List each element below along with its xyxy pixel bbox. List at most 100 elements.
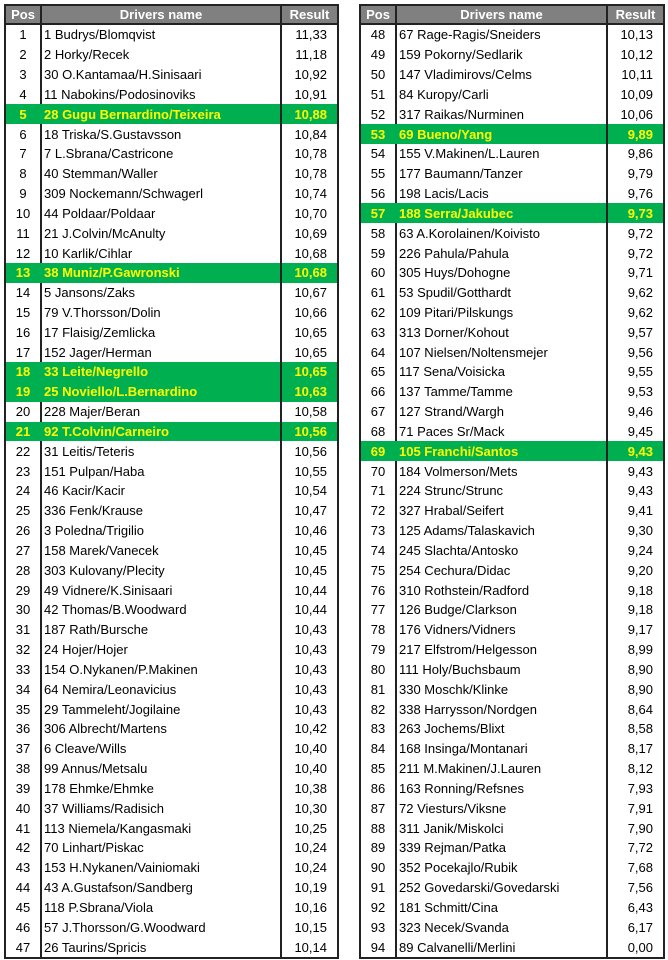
pos-cell: 72: [370, 503, 386, 519]
pos-cell: 90: [370, 860, 386, 876]
pos-cell: 35: [15, 701, 31, 717]
result-cell: 10,19: [280, 877, 338, 898]
pos-cell: 42: [15, 840, 31, 856]
table-row: 85 211 M.Makinen/J.Lauren 8,12: [360, 758, 664, 779]
pos-cell: 3: [19, 67, 27, 83]
driver-name-cell: 147 Vladimirovs/Celms: [395, 64, 607, 85]
result-cell: 9,43: [606, 441, 664, 462]
table-row: 1 1 Budrys/Blomqvist 11,33: [5, 24, 338, 45]
table-row: 4 11 Nabokins/Podosinoviks 10,91: [5, 84, 338, 105]
pos-cell: 33: [15, 661, 31, 677]
table-row: 70 184 Volmerson/Mets 9,43: [360, 461, 664, 482]
driver-name-cell: 43 A.Gustafson/Sandberg: [40, 877, 281, 898]
pos-cell: 85: [370, 761, 386, 777]
table-row: 91 252 Govedarski/Govedarski 7,56: [360, 877, 664, 898]
pos-cell: 43: [15, 860, 31, 876]
result-cell: 9,62: [606, 302, 664, 323]
table-row: 54 155 V.Makinen/L.Lauren 9,86: [360, 143, 664, 164]
driver-name-cell: 111 Holy/Buchsbaum: [395, 659, 607, 680]
driver-name-cell: 70 Linhart/Piskac: [40, 837, 281, 858]
pos-cell: 8: [19, 166, 27, 182]
table-row: 50 147 Vladimirovs/Celms 10,11: [360, 64, 664, 85]
pos-cell: 56: [370, 186, 386, 202]
pos-cell: 29: [15, 582, 31, 598]
result-cell: 10,66: [280, 302, 338, 323]
table-row-highlighted: 5 28 Gugu Bernardino/Teixeira 10,88: [5, 104, 338, 125]
pos-cell: 47: [15, 939, 31, 955]
table-row: 63 313 Dorner/Kohout 9,57: [360, 322, 664, 343]
driver-name-cell: 99 Annus/Metsalu: [40, 758, 281, 779]
result-cell: 10,91: [280, 84, 338, 105]
driver-name-cell: 154 O.Nykanen/P.Makinen: [40, 659, 281, 680]
driver-name-cell: 24 Hojer/Hojer: [40, 639, 281, 660]
result-cell: 9,20: [606, 560, 664, 581]
driver-name-cell: 352 Pocekajlo/Rubik: [395, 857, 607, 878]
header-row: Pos Drivers name Result: [5, 5, 338, 25]
pos-cell: 26: [15, 523, 31, 539]
pos-cell: 24: [15, 483, 31, 499]
result-cell: 9,56: [606, 342, 664, 363]
result-cell: 8,99: [606, 639, 664, 660]
result-cell: 10,65: [280, 322, 338, 343]
pos-cell: 40: [15, 800, 31, 816]
result-cell: 9,55: [606, 362, 664, 382]
result-cell: 7,93: [606, 778, 664, 799]
pos-cell: 28: [15, 562, 31, 578]
table-row: 58 63 A.Korolainen/Koivisto 9,72: [360, 223, 664, 244]
pos-cell: 73: [370, 523, 386, 539]
pos-cell: 5: [5, 104, 41, 125]
table-row: 27 158 Marek/Vanecek 10,45: [5, 540, 338, 561]
driver-name-cell: 217 Elfstrom/Helgesson: [395, 639, 607, 660]
result-cell: 9,71: [606, 262, 664, 283]
table-row: 3 30 O.Kantamaa/H.Sinisaari 10,92: [5, 64, 338, 85]
driver-name-cell: 303 Kulovany/Plecity: [40, 560, 281, 581]
table-row: 48 67 Rage-Ragis/Sneiders 10,13: [360, 24, 664, 45]
pos-cell: 54: [370, 146, 386, 162]
pos-cell: 77: [370, 602, 386, 618]
table-row-highlighted: 18 33 Leite/Negrello 10,65: [5, 362, 338, 382]
result-cell: 10,88: [280, 104, 338, 125]
driver-name-cell: 127 Strand/Wargh: [395, 401, 607, 422]
driver-name-cell: 211 M.Makinen/J.Lauren: [395, 758, 607, 779]
pos-cell: 4: [19, 86, 27, 102]
table-row: 66 137 Tamme/Tamme 9,53: [360, 381, 664, 402]
table-row: 55 177 Baumann/Tanzer 9,79: [360, 163, 664, 184]
table-row: 82 338 Harrysson/Nordgen 8,64: [360, 699, 664, 719]
driver-name-cell: 137 Tamme/Tamme: [395, 381, 607, 402]
result-cell: 10,65: [280, 362, 338, 382]
pos-cell: 19: [5, 381, 41, 402]
pos-cell: 41: [15, 820, 31, 836]
pos-cell: 46: [15, 919, 31, 935]
driver-name-cell: 79 V.Thorsson/Dolin: [40, 302, 281, 323]
result-cell: 9,18: [606, 600, 664, 620]
pos-cell: 75: [370, 562, 386, 578]
driver-name-cell: 28 Gugu Bernardino/Teixeira: [40, 104, 281, 125]
driver-name-cell: 226 Pahula/Pahula: [395, 243, 607, 263]
pos-cell: 80: [370, 661, 386, 677]
table-row: 78 176 Vidners/Vidners 9,17: [360, 619, 664, 640]
table-row: 17 152 Jager/Herman 10,65: [5, 342, 338, 363]
table-row: 37 6 Cleave/Wills 10,40: [5, 738, 338, 759]
table-row: 77 126 Budge/Clarkson 9,18: [360, 600, 664, 620]
result-cell: 10,11: [606, 64, 664, 85]
pos-cell: 51: [370, 86, 386, 102]
result-cell: 10,84: [280, 124, 338, 144]
pos-cell: 88: [370, 820, 386, 836]
table-row: 93 323 Necek/Svanda 6,17: [360, 917, 664, 938]
pos-cell: 38: [15, 761, 31, 777]
result-cell: 8,12: [606, 758, 664, 779]
table-row: 16 17 Flaisig/Zemlicka 10,65: [5, 322, 338, 343]
pos-cell: 1: [19, 27, 27, 43]
driver-name-cell: 33 Leite/Negrello: [40, 362, 281, 382]
table-row: 59 226 Pahula/Pahula 9,72: [360, 243, 664, 263]
result-cell: 9,86: [606, 143, 664, 164]
table-row: 40 37 Williams/Radisich 10,30: [5, 798, 338, 819]
result-cell: 7,56: [606, 877, 664, 898]
table-row: 88 311 Janik/Miskolci 7,90: [360, 818, 664, 838]
table-row: 31 187 Rath/Bursche 10,43: [5, 619, 338, 640]
driver-name-cell: 245 Slachta/Antosko: [395, 540, 607, 561]
driver-name-cell: 7 L.Sbrana/Castricone: [40, 143, 281, 164]
result-cell: 9,72: [606, 223, 664, 244]
table-row: 36 306 Albrecht/Martens 10,42: [5, 718, 338, 739]
result-cell: 10,43: [280, 619, 338, 640]
